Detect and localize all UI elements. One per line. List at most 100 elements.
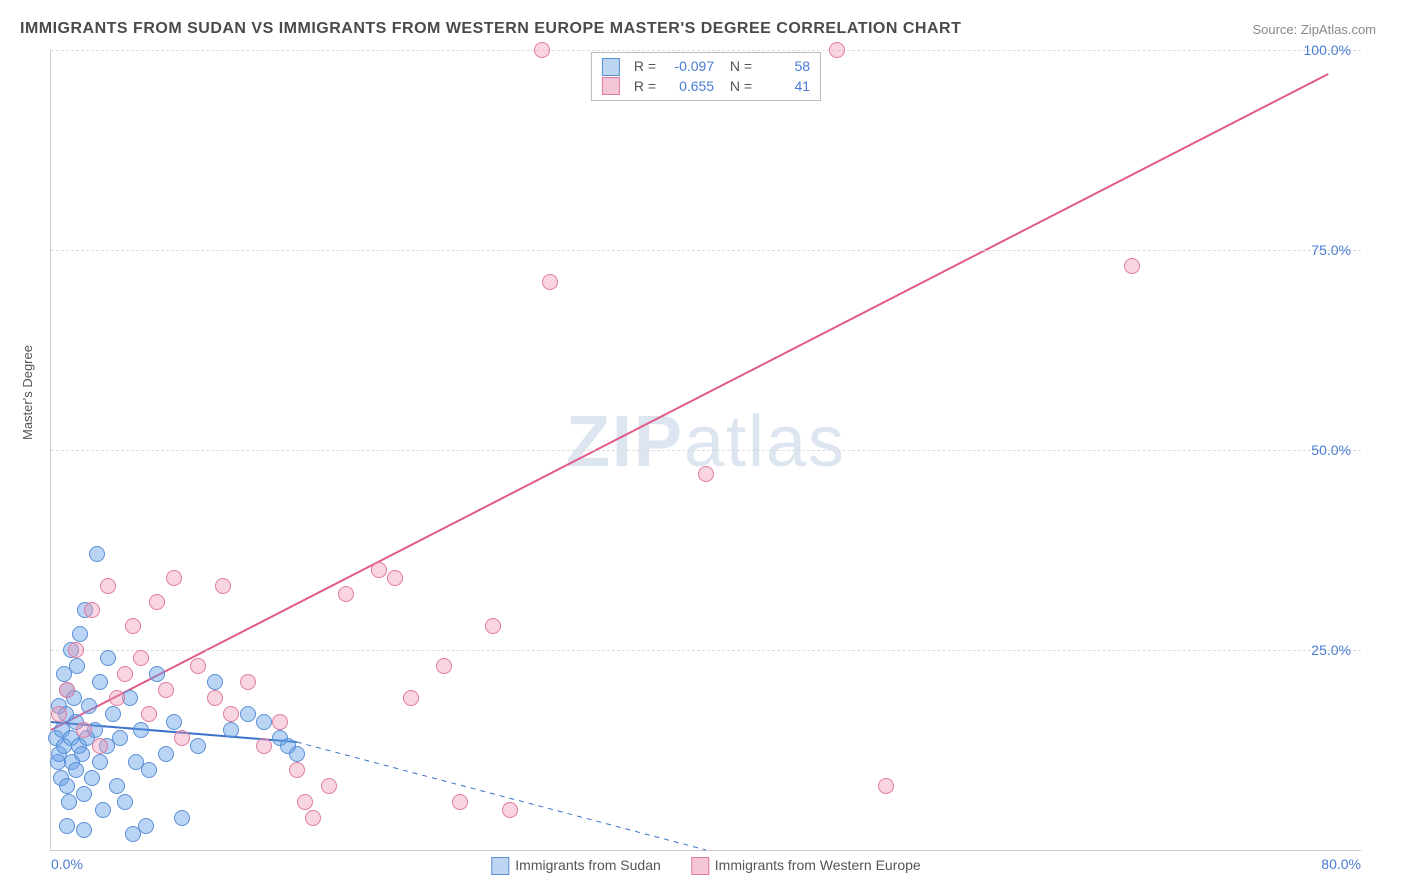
x-tick-label: 0.0% — [51, 856, 83, 872]
y-tick-label: 100.0% — [1304, 42, 1351, 58]
legend-item: Immigrants from Western Europe — [691, 857, 921, 875]
gridline — [51, 50, 1361, 51]
data-point — [436, 658, 452, 674]
data-point — [76, 822, 92, 838]
data-point — [272, 714, 288, 730]
source-label: Source: ZipAtlas.com — [1252, 22, 1376, 37]
data-point — [305, 810, 321, 826]
gridline — [51, 650, 1361, 651]
data-point — [72, 626, 88, 642]
data-point — [84, 770, 100, 786]
data-point — [125, 618, 141, 634]
legend-swatch — [691, 857, 709, 875]
data-point — [452, 794, 468, 810]
legend-swatch — [491, 857, 509, 875]
data-point — [321, 778, 337, 794]
legend-label: Immigrants from Western Europe — [715, 857, 921, 873]
y-axis-label: Master's Degree — [20, 345, 35, 440]
legend-swatch — [602, 77, 620, 95]
data-point — [92, 674, 108, 690]
data-point — [59, 818, 75, 834]
data-point — [133, 722, 149, 738]
data-point — [215, 578, 231, 594]
data-point — [61, 794, 77, 810]
data-point — [207, 674, 223, 690]
data-point — [59, 778, 75, 794]
data-point — [542, 274, 558, 290]
gridline — [51, 250, 1361, 251]
data-point — [502, 802, 518, 818]
data-point — [149, 666, 165, 682]
stat-n-value: 58 — [760, 57, 810, 77]
data-point — [174, 810, 190, 826]
data-point — [117, 794, 133, 810]
data-point — [371, 562, 387, 578]
data-point — [112, 730, 128, 746]
data-point — [174, 730, 190, 746]
data-point — [92, 738, 108, 754]
data-point — [117, 666, 133, 682]
data-point — [829, 42, 845, 58]
data-point — [68, 762, 84, 778]
data-point — [166, 714, 182, 730]
legend-swatch — [602, 58, 620, 76]
data-point — [1124, 258, 1140, 274]
data-point — [698, 466, 714, 482]
x-tick-label: 80.0% — [1321, 856, 1361, 872]
stat-n-label: N = — [722, 57, 752, 77]
data-point — [485, 618, 501, 634]
data-point — [190, 658, 206, 674]
stat-n-label: N = — [722, 77, 752, 97]
data-point — [878, 778, 894, 794]
data-point — [190, 738, 206, 754]
data-point — [100, 650, 116, 666]
stat-n-value: 41 — [760, 77, 810, 97]
data-point — [69, 658, 85, 674]
stat-r-value: -0.097 — [664, 57, 714, 77]
data-point — [207, 690, 223, 706]
stat-r-label: R = — [634, 57, 656, 77]
y-tick-label: 75.0% — [1311, 242, 1351, 258]
plot-area: ZIPatlas R =-0.097 N =58R =0.655 N =41 I… — [50, 50, 1361, 851]
data-point — [95, 802, 111, 818]
data-point — [256, 738, 272, 754]
trend-line-dashed — [297, 742, 706, 850]
y-tick-label: 25.0% — [1311, 642, 1351, 658]
data-point — [289, 746, 305, 762]
data-point — [338, 586, 354, 602]
data-point — [240, 706, 256, 722]
y-tick-label: 50.0% — [1311, 442, 1351, 458]
legend-label: Immigrants from Sudan — [515, 857, 661, 873]
data-point — [387, 570, 403, 586]
data-point — [89, 546, 105, 562]
stats-row: R = -0.097 N = 58 — [602, 57, 810, 77]
data-point — [403, 690, 419, 706]
data-point — [289, 762, 305, 778]
data-point — [76, 722, 92, 738]
data-point — [109, 778, 125, 794]
data-point — [223, 706, 239, 722]
data-point — [158, 746, 174, 762]
trend-line — [51, 74, 1328, 730]
data-point — [133, 650, 149, 666]
data-point — [158, 682, 174, 698]
data-point — [109, 690, 125, 706]
gridline — [51, 450, 1361, 451]
data-point — [105, 706, 121, 722]
data-point — [149, 594, 165, 610]
data-point — [74, 746, 90, 762]
chart-title: IMMIGRANTS FROM SUDAN VS IMMIGRANTS FROM… — [20, 20, 961, 38]
data-point — [166, 570, 182, 586]
data-point — [81, 698, 97, 714]
data-point — [141, 706, 157, 722]
data-point — [138, 818, 154, 834]
stat-r-label: R = — [634, 77, 656, 97]
data-point — [256, 714, 272, 730]
data-point — [92, 754, 108, 770]
data-point — [223, 722, 239, 738]
data-point — [141, 762, 157, 778]
stats-row: R =0.655 N =41 — [602, 77, 810, 97]
stats-box: R =-0.097 N =58R =0.655 N =41 — [591, 52, 821, 101]
data-point — [240, 674, 256, 690]
legend-item: Immigrants from Sudan — [491, 857, 661, 875]
